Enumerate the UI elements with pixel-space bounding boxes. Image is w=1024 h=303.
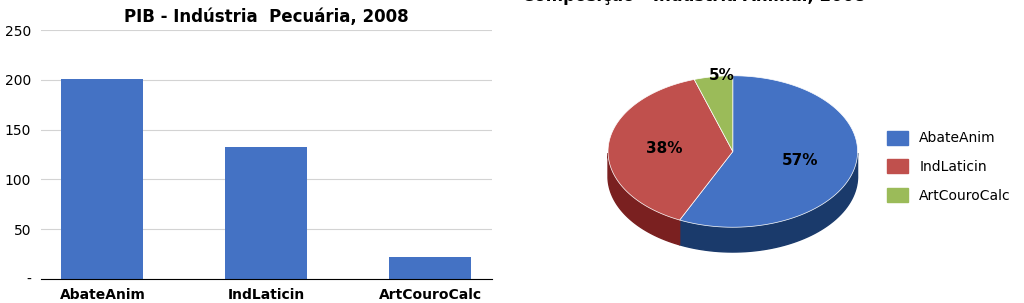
Polygon shape — [694, 76, 733, 152]
Bar — [389, 257, 471, 279]
Polygon shape — [680, 76, 857, 227]
Polygon shape — [608, 153, 680, 245]
Text: 38%: 38% — [646, 142, 683, 156]
Text: 5%: 5% — [710, 68, 735, 83]
Bar — [225, 147, 307, 279]
Polygon shape — [680, 153, 857, 252]
Text: 57%: 57% — [781, 153, 818, 168]
Bar — [61, 79, 143, 279]
Legend: AbateAnim, IndLaticin, ArtCouroCalc: AbateAnim, IndLaticin, ArtCouroCalc — [882, 125, 1017, 208]
Title: Composição - Indústria Animal, 2008: Composição - Indústria Animal, 2008 — [522, 0, 865, 5]
Title: PIB - Indústria  Pecuária, 2008: PIB - Indústria Pecuária, 2008 — [124, 8, 409, 26]
Polygon shape — [608, 79, 733, 220]
